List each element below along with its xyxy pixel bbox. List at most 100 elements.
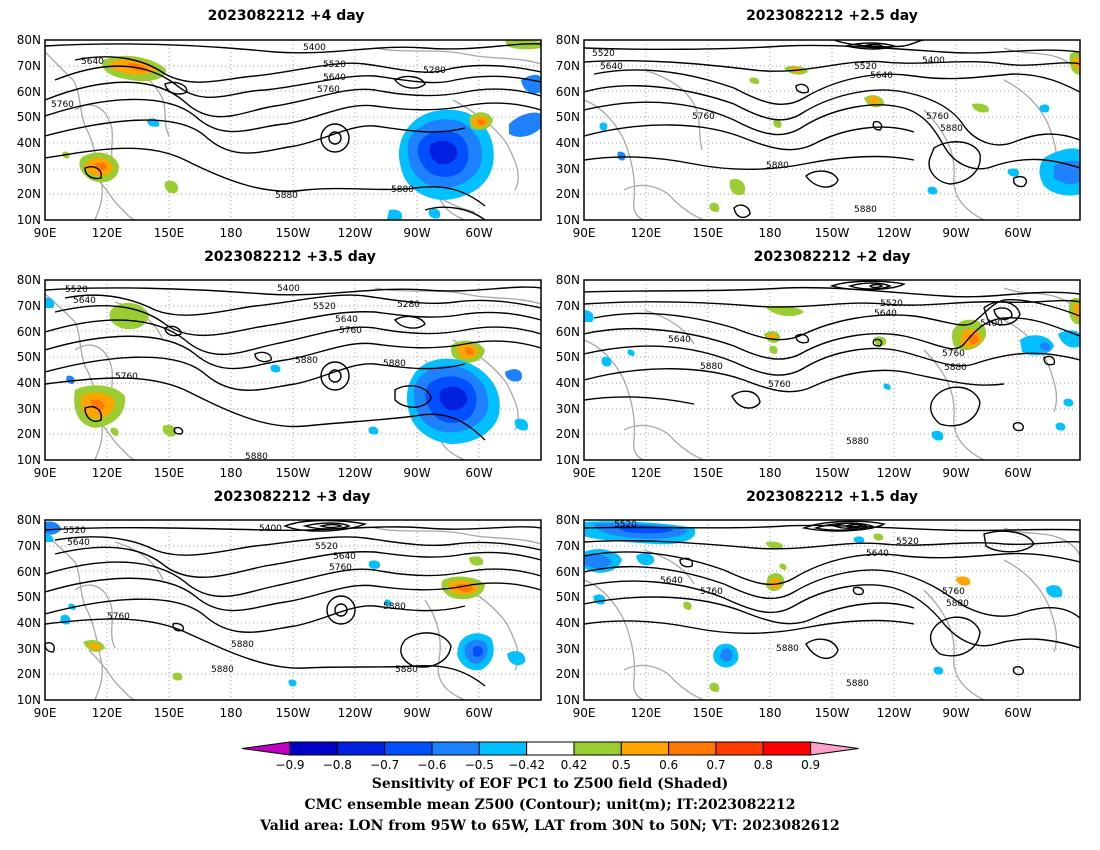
svg-text:20N: 20N xyxy=(556,427,580,441)
svg-text:5760: 5760 xyxy=(107,612,130,622)
svg-text:120E: 120E xyxy=(92,466,123,480)
lon-axis: 90E 120E 150E 180 150W 120W 90W 60W xyxy=(573,226,1032,240)
svg-text:60W: 60W xyxy=(1004,466,1031,480)
colorbar-swatch xyxy=(384,741,433,756)
svg-text:60N: 60N xyxy=(556,565,580,579)
grid-lines xyxy=(584,520,1080,700)
z500-contours xyxy=(584,520,1080,676)
map-panel-p1: 5400 5280 5520 5640 5760 5880 5880 5640 … xyxy=(17,33,542,240)
svg-text:120E: 120E xyxy=(631,466,662,480)
svg-text:90E: 90E xyxy=(573,466,596,480)
svg-text:180: 180 xyxy=(220,226,243,240)
svg-text:60N: 60N xyxy=(17,565,41,579)
colorbar-swatch xyxy=(336,741,386,756)
svg-text:70N: 70N xyxy=(17,539,41,553)
svg-text:90E: 90E xyxy=(573,706,596,720)
colorbar-swatch xyxy=(715,741,764,756)
svg-text:5880: 5880 xyxy=(946,599,969,609)
lat-axis: 80N 70N 60N 50N 40N 30N 20N 10N xyxy=(556,33,580,227)
svg-text:5400: 5400 xyxy=(259,524,282,534)
map-panel-p2: 5520 5640 5520 5640 5400 5760 5760 5880 … xyxy=(556,33,1081,240)
svg-text:5760: 5760 xyxy=(942,349,965,359)
svg-text:60W: 60W xyxy=(1004,226,1031,240)
svg-text:5880: 5880 xyxy=(846,437,869,447)
svg-text:20N: 20N xyxy=(556,187,580,201)
colorbar-tick-label: −0.42 xyxy=(508,758,545,772)
svg-text:5640: 5640 xyxy=(67,538,90,548)
lon-axis: 90E 120E 150E 180 150W 120W 90W 60W xyxy=(34,226,493,240)
svg-text:5880: 5880 xyxy=(211,665,234,675)
svg-text:20N: 20N xyxy=(17,187,41,201)
svg-text:5640: 5640 xyxy=(668,335,691,345)
lat-axis: 80N 70N 60N 50N 40N 30N 20N 10N xyxy=(17,33,41,227)
svg-text:90W: 90W xyxy=(403,706,430,720)
svg-text:5400: 5400 xyxy=(303,43,326,53)
colorbar-tick-label: −0.7 xyxy=(370,758,399,772)
svg-text:5520: 5520 xyxy=(323,60,346,70)
z500-contours xyxy=(584,40,1080,219)
svg-text:10N: 10N xyxy=(17,693,41,707)
lat-axis: 80N 70N 60N 50N 40N 30N 20N 10N xyxy=(17,273,41,467)
map-panel-p3: 5520 5640 5400 5520 5280 5640 5760 5880 … xyxy=(17,273,542,480)
map-panel-p5: 5520 5640 5400 5520 5640 5760 5880 5760 … xyxy=(17,513,542,720)
svg-text:5880: 5880 xyxy=(275,191,298,201)
svg-text:120W: 120W xyxy=(338,706,373,720)
svg-text:5880: 5880 xyxy=(295,356,318,366)
lon-axis: 90E 120E 150E 180 150W 120W 90W 60W xyxy=(34,466,493,480)
svg-text:80N: 80N xyxy=(17,513,41,527)
colorbar-tick-label: −0.6 xyxy=(417,758,446,772)
z500-contours xyxy=(45,520,541,687)
svg-text:90E: 90E xyxy=(34,466,57,480)
colorbar-swatch xyxy=(526,741,575,756)
svg-text:90W: 90W xyxy=(403,226,430,240)
svg-text:5880: 5880 xyxy=(231,640,254,650)
colorbar-arrow-low xyxy=(241,741,291,756)
svg-text:60N: 60N xyxy=(17,85,41,99)
contour-labels: 5400 5280 5520 5640 5760 5880 5880 5640 … xyxy=(51,43,446,201)
svg-text:5640: 5640 xyxy=(333,552,356,562)
svg-text:90E: 90E xyxy=(573,226,596,240)
svg-text:150W: 150W xyxy=(815,706,850,720)
svg-text:180: 180 xyxy=(220,466,243,480)
svg-text:5520: 5520 xyxy=(65,285,88,295)
svg-text:60N: 60N xyxy=(556,325,580,339)
svg-text:180: 180 xyxy=(759,226,782,240)
z500-contours xyxy=(45,43,541,220)
svg-text:120W: 120W xyxy=(877,706,912,720)
colorbar-tick-label: 0.8 xyxy=(754,758,773,772)
svg-text:5880: 5880 xyxy=(776,644,799,654)
svg-text:5880: 5880 xyxy=(766,161,789,171)
panel-title: 2023082212 +1.5 day xyxy=(746,489,918,505)
panel-title: 2023082212 +2 day xyxy=(754,249,911,265)
svg-text:5880: 5880 xyxy=(383,602,406,612)
svg-text:80N: 80N xyxy=(17,273,41,287)
svg-text:50N: 50N xyxy=(17,590,41,604)
svg-text:5880: 5880 xyxy=(245,452,268,462)
svg-text:50N: 50N xyxy=(17,110,41,124)
svg-text:5640: 5640 xyxy=(600,62,623,72)
svg-text:60W: 60W xyxy=(465,706,492,720)
svg-text:5760: 5760 xyxy=(926,112,949,122)
contour-labels: 5520 5520 5640 5640 5760 5760 5880 5880 … xyxy=(614,520,969,689)
sensitivity-shading xyxy=(584,521,1063,692)
svg-text:60W: 60W xyxy=(465,466,492,480)
svg-text:120W: 120W xyxy=(877,466,912,480)
map-panel-p4: 5520 5640 5400 5640 5880 5760 5760 5880 … xyxy=(556,273,1081,480)
grid-lines xyxy=(584,40,1080,220)
svg-text:5520: 5520 xyxy=(880,299,903,309)
svg-text:150E: 150E xyxy=(154,466,185,480)
svg-text:90W: 90W xyxy=(403,466,430,480)
svg-text:80N: 80N xyxy=(17,33,41,47)
colorbar: −0.9 −0.8 −0.7 −0.6 −0.5 −0.42 0.42 0.5 0.6 0.7 0.… xyxy=(241,741,859,772)
svg-text:40N: 40N xyxy=(17,376,41,390)
svg-text:5880: 5880 xyxy=(940,124,963,134)
footer-line-2: CMC ensemble mean Z500 (Contour); unit(m… xyxy=(304,797,796,813)
svg-text:180: 180 xyxy=(759,706,782,720)
svg-text:5640: 5640 xyxy=(335,315,358,325)
colorbar-tick-label: 0.7 xyxy=(706,758,725,772)
svg-text:5640: 5640 xyxy=(81,57,104,67)
lon-axis: 90E 120E 150E 180 150W 120W 90W 60W xyxy=(573,466,1032,480)
colorbar-tick-label: −0.8 xyxy=(323,758,352,772)
svg-text:5760: 5760 xyxy=(317,85,340,95)
